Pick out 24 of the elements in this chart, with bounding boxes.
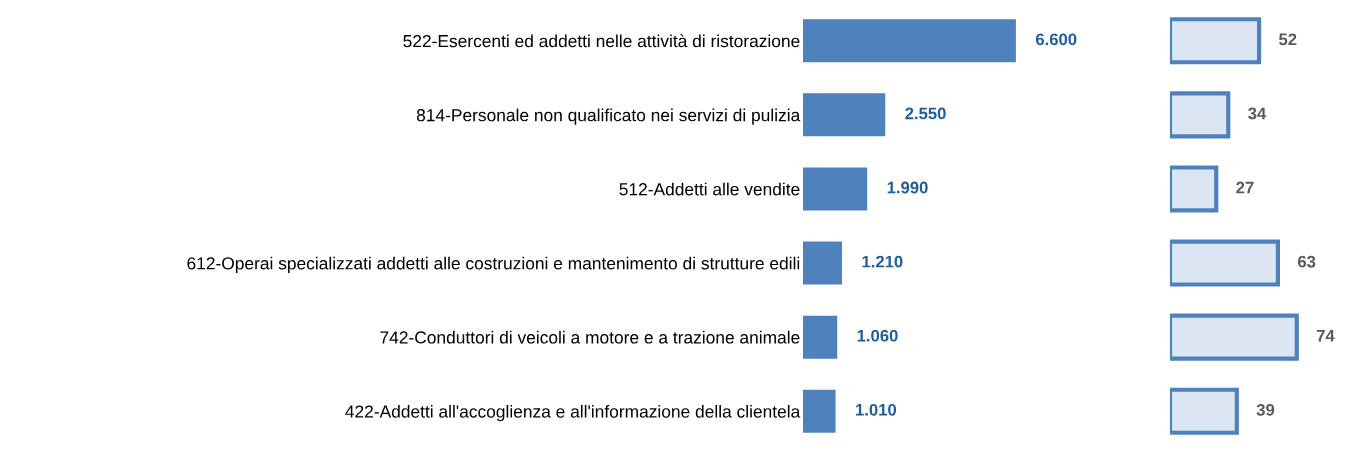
data-label: 34 bbox=[1248, 107, 1267, 120]
y-tick-label: 612-Operai specializzati addetti alle costruzioni e mantenimento di strutture edili bbox=[187, 256, 800, 273]
y-tick-label: 814-Personale non qualificato nei servizi di pulizia bbox=[416, 108, 801, 125]
data-label: 1.210 bbox=[862, 255, 903, 268]
bar bbox=[803, 167, 868, 211]
data-label: 2.550 bbox=[905, 107, 946, 120]
y-tick-label: 742-Conduttori di veicoli a motore e a trazione animale bbox=[380, 330, 800, 344]
data-label: 1.990 bbox=[887, 181, 928, 194]
data-label: 52 bbox=[1279, 33, 1297, 46]
bar bbox=[803, 389, 836, 433]
bar bbox=[803, 315, 838, 359]
y-tick-label: 522-Esercenti ed addetti nelle attività di ristorazione bbox=[403, 34, 800, 48]
bar bbox=[803, 241, 843, 285]
bar bbox=[803, 93, 886, 137]
y-tick-label: 422-Addetti all'accoglienza e all'informazione della clientela bbox=[345, 404, 801, 422]
data-label: 6.600 bbox=[1035, 33, 1077, 46]
data-label: 63 bbox=[1297, 255, 1316, 268]
data-label: 27 bbox=[1236, 181, 1254, 194]
data-label: 39 bbox=[1256, 403, 1275, 416]
data-label: 74 bbox=[1316, 329, 1335, 342]
data-label: 1.010 bbox=[856, 403, 897, 416]
data-label: 1.060 bbox=[857, 329, 898, 342]
y-tick-label: 512-Addetti alle vendite bbox=[619, 182, 800, 196]
bar bbox=[803, 19, 1016, 63]
